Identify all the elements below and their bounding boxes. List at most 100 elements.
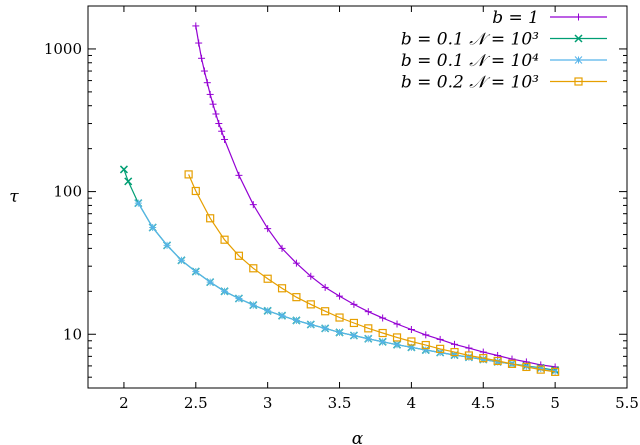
data-point xyxy=(234,251,244,260)
data-point xyxy=(134,199,143,207)
data-point xyxy=(392,333,402,342)
series-3 xyxy=(134,199,559,376)
data-point xyxy=(163,241,171,250)
x-tick-label: 5 xyxy=(550,394,560,412)
data-point xyxy=(184,170,193,179)
x-tick-label: 4.5 xyxy=(471,394,495,412)
data-point xyxy=(451,340,459,348)
data-point xyxy=(436,344,445,353)
data-point xyxy=(350,300,358,308)
axis-ticks: 2 2.5 3 3.5 4 4.5 5 5.5 10 100 1000 xyxy=(44,5,639,412)
data-point xyxy=(522,362,531,372)
data-point xyxy=(321,324,330,333)
data-point xyxy=(336,292,344,300)
data-point xyxy=(212,110,220,118)
legend-label: b = 0.1 𝒩 = 10³ xyxy=(401,30,539,50)
data-point xyxy=(218,127,226,135)
y-tick-label: 100 xyxy=(53,183,82,201)
data-point xyxy=(177,256,186,265)
data-point xyxy=(350,331,358,340)
data-point xyxy=(450,347,459,357)
legend-label: b = 1 xyxy=(492,8,539,28)
data-point xyxy=(479,354,488,363)
legend-marker xyxy=(574,56,583,64)
series-layer xyxy=(119,22,560,376)
data-point xyxy=(192,22,200,30)
series-line xyxy=(137,202,556,372)
data-point xyxy=(335,313,344,322)
data-point xyxy=(379,314,387,322)
data-point xyxy=(464,351,473,360)
data-point xyxy=(321,307,330,316)
y-tick-label: 1000 xyxy=(44,40,82,58)
data-point xyxy=(221,135,229,143)
data-point xyxy=(119,165,128,174)
data-point xyxy=(436,335,444,343)
data-point xyxy=(393,340,401,349)
data-point xyxy=(364,308,372,316)
data-point xyxy=(422,331,430,339)
data-point xyxy=(191,186,200,196)
data-point xyxy=(407,337,416,346)
data-point xyxy=(465,344,473,352)
series-line xyxy=(195,25,556,368)
x-tick-label: 5.5 xyxy=(615,394,639,412)
data-point xyxy=(215,120,223,128)
data-point xyxy=(551,367,559,376)
data-point xyxy=(263,274,272,283)
series-1 xyxy=(192,22,559,371)
data-point xyxy=(335,328,344,337)
data-point xyxy=(263,306,272,315)
x-tick-label: 3.5 xyxy=(328,394,352,412)
data-point xyxy=(264,225,272,233)
y-axis-label: τ xyxy=(9,187,19,207)
data-point xyxy=(249,301,258,309)
data-point xyxy=(349,318,359,328)
data-point xyxy=(292,316,301,325)
legend-marker xyxy=(574,77,583,86)
data-point xyxy=(148,223,157,232)
data-point xyxy=(307,272,315,280)
data-point xyxy=(206,90,214,98)
data-point xyxy=(209,100,217,108)
data-point xyxy=(493,356,502,366)
data-point xyxy=(378,328,387,338)
data-point xyxy=(292,259,300,267)
data-point xyxy=(220,235,229,244)
data-point xyxy=(393,320,401,328)
data-point xyxy=(206,278,215,286)
x-tick-label: 4 xyxy=(407,394,417,412)
legend-entry: b = 0.2 𝒩 = 10³ xyxy=(401,73,607,93)
legend-entry: b = 0.1 𝒩 = 10⁴ xyxy=(401,51,607,71)
x-tick-label: 2 xyxy=(119,394,129,412)
data-point xyxy=(191,267,200,276)
data-point xyxy=(278,244,286,252)
legend-label: b = 0.1 𝒩 = 10⁴ xyxy=(401,51,539,71)
data-point xyxy=(198,54,206,62)
x-tick-label: 2.5 xyxy=(184,394,208,412)
series-4 xyxy=(184,170,560,376)
x-tick-label: 3 xyxy=(263,394,273,412)
data-point xyxy=(206,214,215,223)
plot-frame xyxy=(87,5,628,389)
legend-marker xyxy=(575,13,582,21)
data-point xyxy=(551,367,560,376)
data-point xyxy=(421,340,430,350)
series-line xyxy=(188,174,556,373)
data-point xyxy=(200,67,208,75)
series-2 xyxy=(119,165,560,375)
legend-label: b = 0.2 𝒩 = 10³ xyxy=(401,73,539,93)
data-point xyxy=(421,346,430,354)
data-point xyxy=(507,359,517,368)
data-point xyxy=(277,284,287,293)
data-point xyxy=(278,311,286,320)
data-point xyxy=(292,293,301,302)
data-point xyxy=(378,337,387,346)
data-point xyxy=(249,201,257,209)
legend-entry: b = 1 xyxy=(492,8,607,28)
data-point xyxy=(124,177,133,186)
data-point xyxy=(306,300,315,309)
data-point xyxy=(220,287,229,296)
